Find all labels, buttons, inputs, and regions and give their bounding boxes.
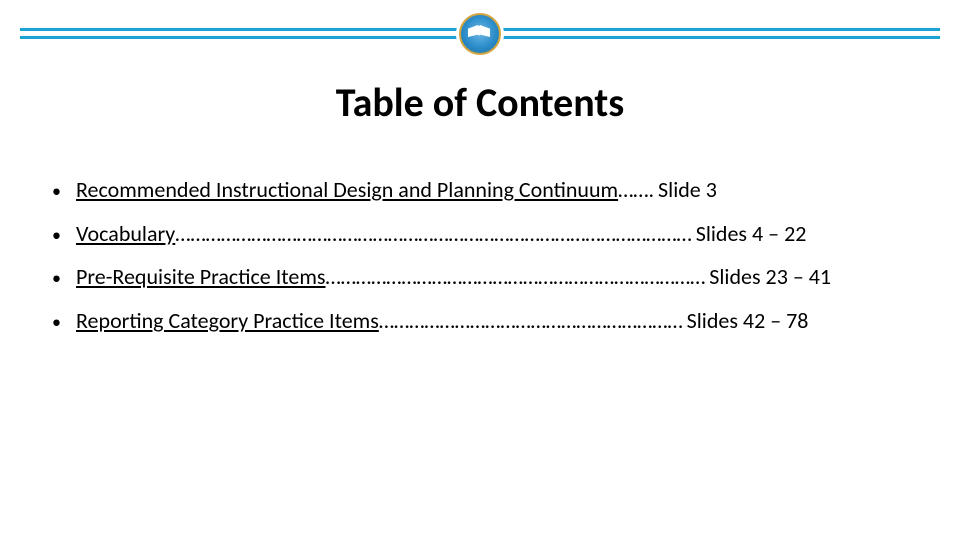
toc-row: • Vocabulary ………………………………………………………………………… (52, 219, 908, 249)
toc-link[interactable]: Pre-Requisite Practice Items (76, 262, 326, 292)
bullet-icon: • (52, 223, 76, 247)
logo-icon (459, 13, 501, 55)
toc-row: • Recommended Instructional Design and P… (52, 175, 908, 205)
toc-page: Slides 23 – 41 (705, 262, 831, 292)
toc-row: • Reporting Category Practice Items …………… (52, 306, 908, 336)
toc-link[interactable]: Reporting Category Practice Items (76, 306, 379, 336)
toc-link[interactable]: Vocabulary (76, 219, 175, 249)
toc-row: • Pre-Requisite Practice Items ………………………… (52, 262, 908, 292)
slide: Table of Contents • Recommended Instruct… (0, 0, 960, 540)
toc-leader: ………………………………………………………………………………………… (175, 219, 691, 249)
toc-page: Slide 3 (654, 175, 717, 205)
toc-link[interactable]: Recommended Instructional Design and Pla… (76, 175, 618, 205)
toc-page: Slides 42 – 78 (683, 306, 809, 336)
toc-page: Slides 4 – 22 (692, 219, 807, 249)
bullet-icon: • (52, 310, 76, 334)
bullet-icon: • (52, 179, 76, 203)
table-of-contents: • Recommended Instructional Design and P… (52, 175, 908, 350)
toc-leader: ………………………………………………………………… (326, 262, 706, 292)
bullet-icon: • (52, 266, 76, 290)
toc-leader: …………………………………………………… (379, 306, 683, 336)
page-title: Table of Contents (0, 78, 960, 127)
logo-badge (458, 12, 502, 56)
book-icon (468, 25, 490, 37)
toc-leader: ……. (618, 175, 654, 205)
